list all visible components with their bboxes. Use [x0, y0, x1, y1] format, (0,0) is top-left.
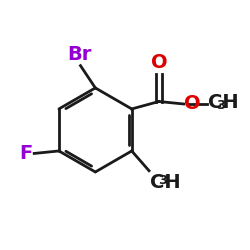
Text: CH: CH: [150, 173, 180, 192]
Text: Br: Br: [67, 45, 92, 64]
Text: O: O: [150, 53, 167, 72]
Text: CH: CH: [208, 93, 238, 112]
Text: 3: 3: [216, 100, 226, 112]
Text: O: O: [184, 94, 201, 114]
Text: 3: 3: [158, 174, 168, 187]
Text: F: F: [19, 144, 32, 163]
